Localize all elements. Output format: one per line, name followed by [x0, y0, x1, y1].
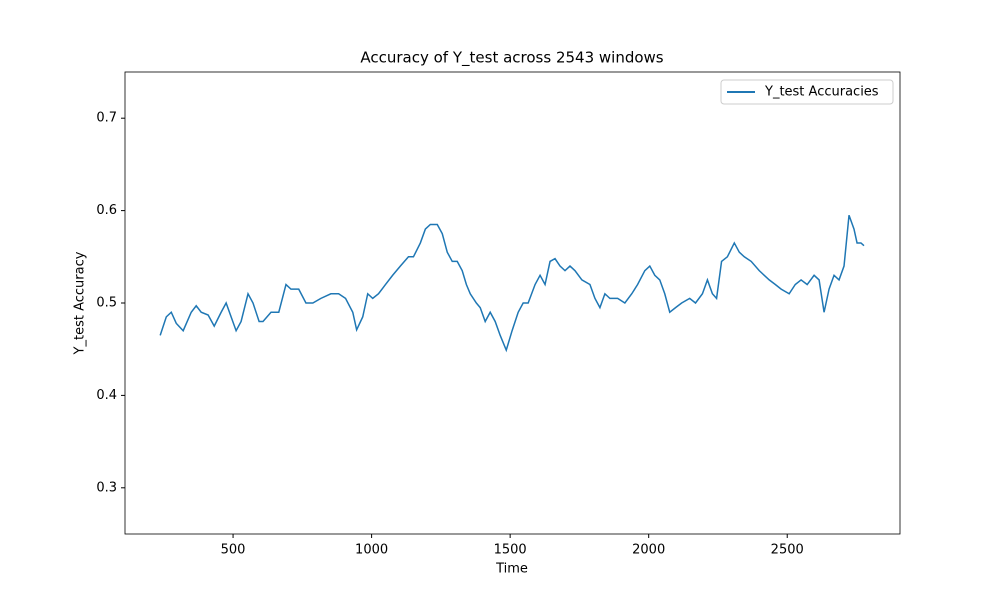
y-tick-label: 0.4 [96, 388, 117, 403]
chart-title: Accuracy of Y_test across 2543 windows [360, 49, 663, 68]
y-tick-label: 0.5 [96, 296, 117, 311]
x-tick-label: 1500 [494, 543, 527, 558]
x-tick-label: 2000 [632, 543, 665, 558]
x-tick-label: 1000 [355, 543, 388, 558]
data-line [159, 214, 865, 353]
x-axis-label: Time [495, 562, 528, 577]
y-tick-label: 0.6 [96, 203, 117, 218]
x-tick-label: 500 [221, 543, 246, 558]
y-axis-label: Y_test Accuracy [73, 251, 88, 355]
x-tick-label: 2500 [771, 543, 804, 558]
legend-box [720, 79, 894, 105]
y-tick-label: 0.7 [96, 111, 117, 126]
legend-label: Y_test Accuracies [764, 85, 879, 100]
legend: Y_test Accuracies [720, 79, 894, 105]
plot-frame [124, 71, 901, 535]
y-tick-label: 0.3 [96, 480, 117, 495]
